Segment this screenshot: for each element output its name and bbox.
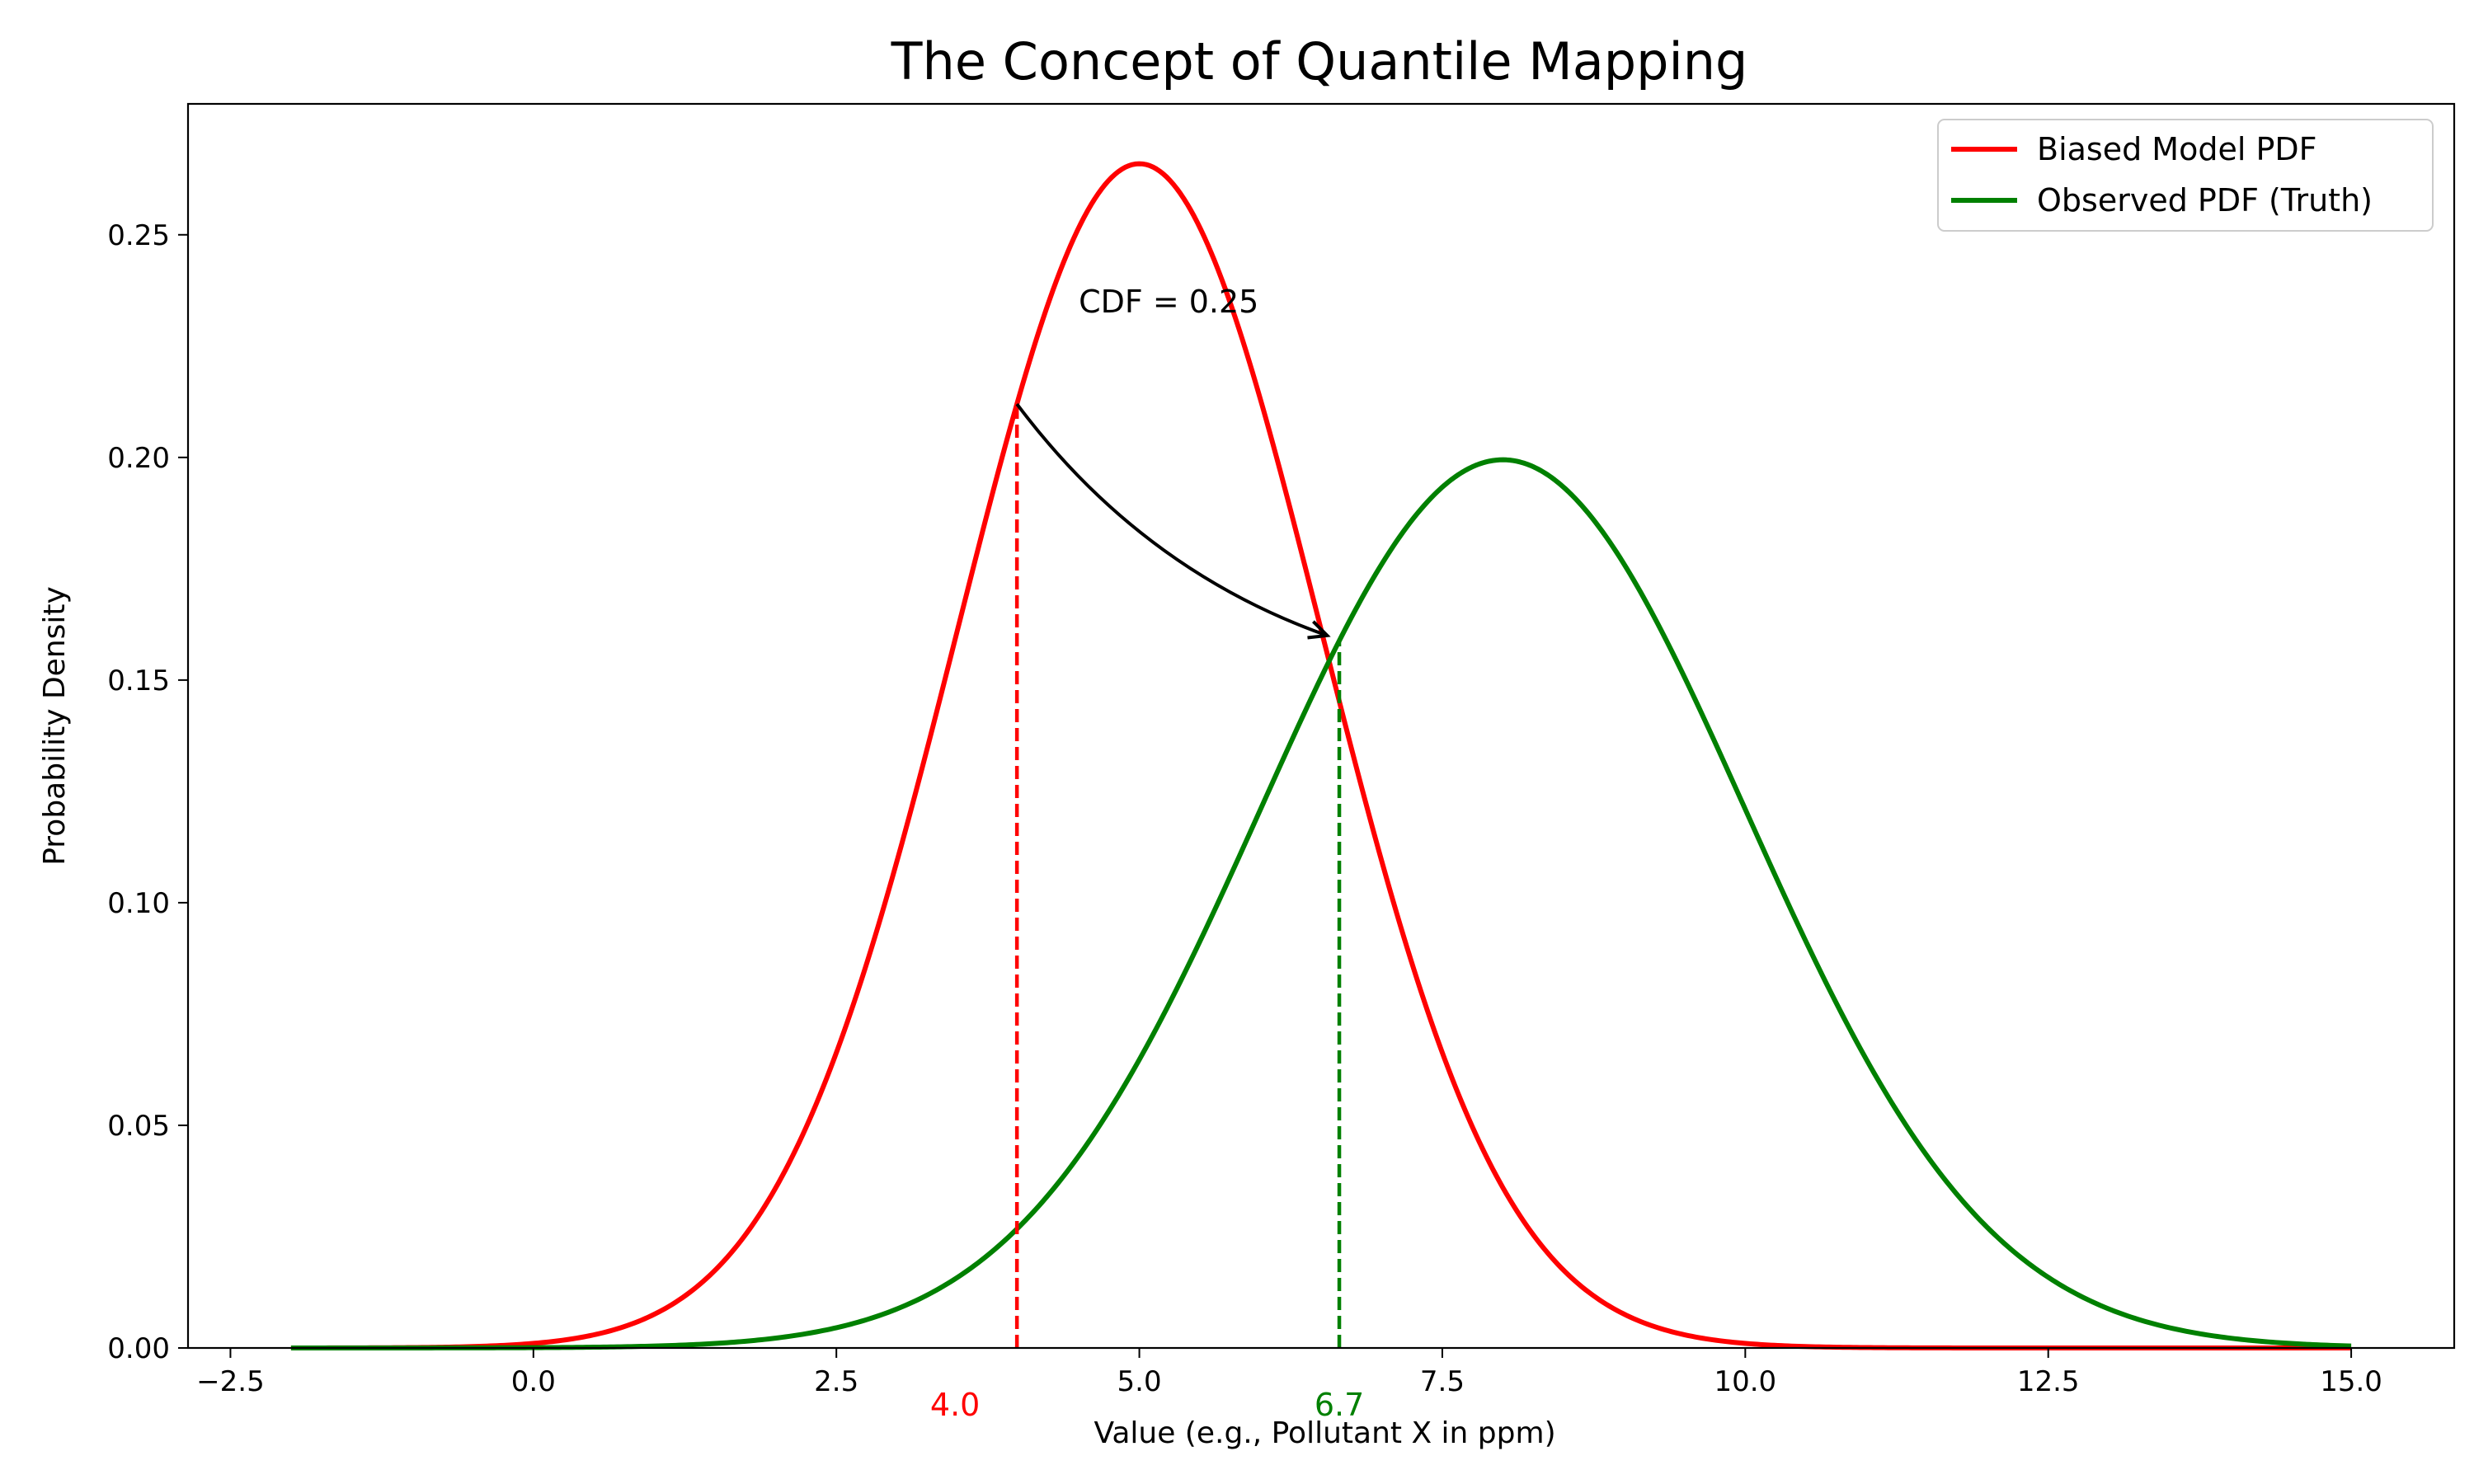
- x-tick-label: 10.0: [1714, 1365, 1776, 1398]
- y-axis: 0.00 0.05 0.10 0.15 0.20 0.25: [107, 219, 188, 1365]
- cdf-annotation-label: CDF = 0.25: [1079, 284, 1258, 320]
- legend-box: [1937, 119, 2434, 232]
- x-axis: −2.5 0.0 2.5 5.0 7.5 10.0 12.5 15.0: [196, 1348, 2382, 1398]
- x-tick-label: −2.5: [196, 1365, 265, 1398]
- x-tick-label: 7.5: [1420, 1365, 1465, 1398]
- legend-label: Observed PDF (Truth): [2037, 182, 2373, 218]
- x-tick-label: 5.0: [1117, 1365, 1162, 1398]
- x-tick-label: 0.0: [511, 1365, 556, 1398]
- axes-frame: [186, 102, 2456, 1350]
- x-tick-label: 12.5: [2017, 1365, 2080, 1398]
- x-axis-label: Value (e.g., Pollutant X in ppm): [1094, 1416, 1556, 1450]
- y-tick-label: 0.05: [107, 1110, 170, 1143]
- chart-title: The Concept of Quantile Mapping: [891, 31, 1748, 92]
- arrow-layer: [1015, 402, 1331, 640]
- model-quantile-value-label: 4.0: [930, 1387, 980, 1423]
- mapping-arrow-head: [1307, 620, 1331, 640]
- quantile-lines-layer: [1014, 403, 1342, 1348]
- y-tick-label: 0.10: [107, 887, 170, 920]
- y-tick-label: 0.20: [107, 442, 170, 475]
- y-axis-label: Probability Density: [38, 586, 72, 866]
- plot-area: [186, 102, 2456, 1350]
- legend: Biased Model PDF Observed PDF (Truth): [1937, 119, 2434, 232]
- legend-label: Biased Model PDF: [2037, 131, 2317, 167]
- y-tick-label: 0.15: [107, 665, 170, 697]
- x-tick-label: 2.5: [814, 1365, 858, 1398]
- observed-quantile-value-label: 6.7: [1315, 1387, 1364, 1423]
- y-tick-label: 0.25: [107, 219, 170, 252]
- series-line-observed: [290, 457, 2352, 1350]
- mapping-arrow: [1015, 402, 1329, 637]
- x-tick-label: 15.0: [2320, 1365, 2382, 1398]
- y-tick-label: 0.00: [107, 1332, 170, 1365]
